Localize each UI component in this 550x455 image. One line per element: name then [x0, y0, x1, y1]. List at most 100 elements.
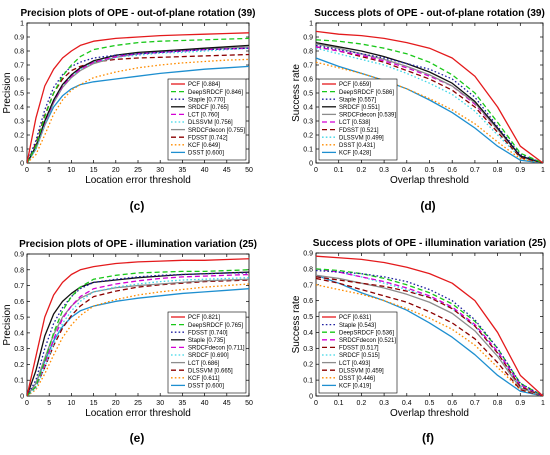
- y-tick-label: 0.9: [303, 251, 313, 258]
- legend-entry: DLSSVM [0.665]: [188, 368, 233, 374]
- y-tick-label: 0: [309, 161, 313, 168]
- legend-entry: SRDCF [0.515]: [339, 353, 380, 359]
- series-line: [27, 37, 249, 163]
- x-axis-label: Location error threshold: [85, 175, 191, 186]
- legend: PCF [0.884] DeepSRDCF [0.846]Staple [0.77…: [167, 78, 247, 161]
- y-tick-label: 0: [20, 394, 24, 401]
- x-tick-label: 50: [245, 400, 253, 407]
- legend-entry: Staple [0.735]: [188, 338, 225, 344]
- y-tick-label: 0.9: [14, 35, 24, 42]
- y-tick-label: 0.8: [14, 267, 24, 274]
- y-tick-label: 0.5: [14, 315, 24, 322]
- x-tick-label: 10: [68, 400, 76, 407]
- chart-title: Precision plots of OPE - out-of-plane ro…: [20, 8, 255, 19]
- x-tick-label: 20: [112, 167, 120, 174]
- y-tick-label: 0.4: [303, 105, 313, 112]
- legend-entry: Staple [0.543]: [339, 323, 376, 329]
- legend-entry: KCF [0.428]: [339, 151, 371, 157]
- legend-entry: SRDCF [0.551]: [339, 105, 380, 111]
- x-axis-label: Location error threshold: [85, 408, 191, 419]
- series-line: [27, 32, 249, 163]
- x-tick-label: 0: [314, 400, 318, 407]
- x-tick-label: 0: [25, 400, 29, 407]
- x-tick-label: 30: [156, 400, 164, 407]
- y-axis-label: Success rate: [291, 295, 302, 353]
- y-tick-label: 0.2: [14, 362, 24, 369]
- series-line: [316, 269, 543, 396]
- series-group: [316, 30, 543, 163]
- legend-entry: KCF [0.649]: [188, 143, 220, 149]
- series-line: [316, 41, 543, 163]
- series-line: [27, 47, 249, 163]
- legend-entry: DeepSRDCF [0.536]: [339, 330, 394, 336]
- x-tick-label: 45: [223, 400, 231, 407]
- chart-panel-c: Precision plots of OPE - out-of-plane ro…: [2, 8, 256, 213]
- legend-entry: DSST [0.600]: [188, 384, 224, 390]
- y-tick-label: 0.4: [14, 105, 24, 112]
- series-group: [27, 258, 249, 396]
- legend-entry: FDSST [0.521]: [339, 128, 379, 134]
- x-tick-label: 0.7: [470, 167, 480, 174]
- chart-title: Success plots of OPE - out-of-plane rota…: [314, 8, 545, 19]
- y-tick-label: 0.9: [303, 35, 313, 42]
- y-axis-label: Precision: [2, 304, 13, 345]
- series-line: [27, 283, 249, 396]
- series-line: [27, 258, 249, 396]
- legend-entry: LCT [0.538]: [339, 120, 371, 126]
- legend-entry: DeepSRDCF [0.586]: [339, 90, 394, 96]
- series-line: [316, 255, 543, 396]
- legend-entry: PCF [0.821]: [188, 315, 220, 321]
- y-tick-label: 0.5: [303, 314, 313, 321]
- x-tick-label: 1: [541, 167, 545, 174]
- x-tick-label: 30: [156, 167, 164, 174]
- legend-entry: FDSST [0.742]: [188, 135, 228, 141]
- legend-entry: SRDCF [0.765]: [188, 105, 229, 111]
- x-tick-label: 50: [245, 167, 253, 174]
- panel-caption: (c): [130, 199, 145, 213]
- y-tick-label: 0.4: [303, 330, 313, 337]
- x-tick-label: 0.1: [334, 167, 344, 174]
- series-line: [27, 269, 249, 396]
- x-tick-label: 25: [134, 400, 142, 407]
- y-tick-label: 0.5: [14, 91, 24, 98]
- x-tick-label: 25: [134, 167, 142, 174]
- y-tick-label: 0.8: [303, 49, 313, 56]
- panel-caption: (d): [420, 199, 435, 213]
- x-tick-label: 0.4: [402, 400, 412, 407]
- series-line: [27, 47, 249, 163]
- legend-entry: PCF [0.631]: [339, 315, 371, 321]
- x-tick-label: 5: [47, 167, 51, 174]
- y-tick-label: 0.2: [303, 133, 313, 140]
- panel-caption: (f): [422, 431, 434, 445]
- legend-entry: DeepSRDCF [0.765]: [188, 323, 243, 329]
- series-line: [316, 268, 543, 396]
- legend-entry: DLSSVM [0.756]: [188, 120, 233, 126]
- x-tick-label: 0: [314, 167, 318, 174]
- x-tick-label: 35: [179, 400, 187, 407]
- x-tick-label: 1: [541, 400, 545, 407]
- y-tick-label: 0.5: [303, 91, 313, 98]
- y-tick-label: 0.1: [303, 378, 313, 385]
- legend-entry: DLSSVM [0.499]: [339, 135, 384, 141]
- series-line: [316, 274, 543, 396]
- y-axis-label: Precision: [2, 72, 13, 113]
- y-tick-label: 0.6: [303, 77, 313, 84]
- legend-entry: SRDCFdecon [0.539]: [339, 113, 396, 119]
- series-line: [316, 61, 543, 163]
- y-tick-label: 1: [20, 21, 24, 28]
- series-line: [316, 284, 543, 396]
- y-tick-label: 0.4: [14, 330, 24, 337]
- chart-panel-e: Precision plots of OPE - illumination va…: [2, 239, 257, 445]
- series-line: [27, 58, 249, 163]
- series-group: [316, 255, 543, 396]
- y-tick-label: 0.6: [14, 77, 24, 84]
- y-tick-label: 0: [20, 161, 24, 168]
- legend-box: [167, 311, 247, 394]
- y-tick-label: 0.6: [14, 299, 24, 306]
- legend: PCF [0.821] DeepSRDCF [0.765]FDSST [0.740…: [167, 311, 247, 394]
- legend-entry: KCF [0.419]: [339, 384, 371, 390]
- legend: PCF [0.659] DeepSRDCF [0.586]Staple [0.55…: [318, 78, 398, 161]
- series-line: [27, 44, 249, 163]
- series-line: [316, 44, 543, 163]
